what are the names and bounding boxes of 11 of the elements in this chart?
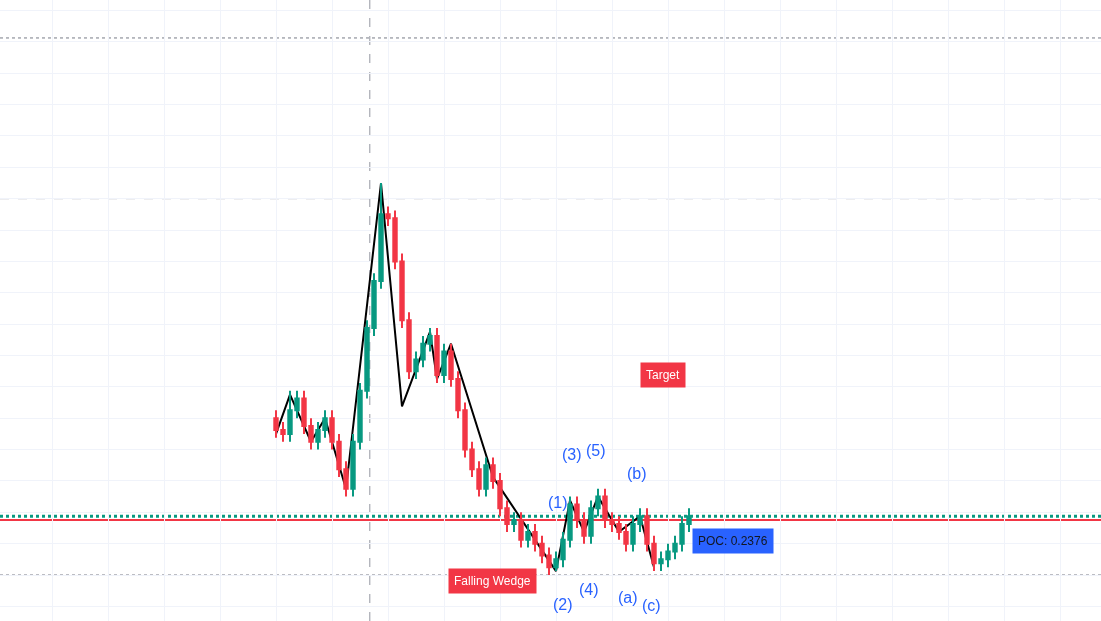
text: (2) xyxy=(553,596,573,613)
annotation: Target xyxy=(646,368,681,382)
text: (c) xyxy=(642,597,661,614)
annotation: Falling Wedge xyxy=(454,574,531,588)
text: (4) xyxy=(579,581,599,598)
annotation: (5) xyxy=(586,442,606,459)
annotation: (1) xyxy=(548,494,568,511)
annotation: (b) xyxy=(627,465,647,482)
text: (a) xyxy=(618,589,638,606)
text: POC: 0.2376 xyxy=(698,534,768,548)
annotation: (3) xyxy=(562,446,582,463)
